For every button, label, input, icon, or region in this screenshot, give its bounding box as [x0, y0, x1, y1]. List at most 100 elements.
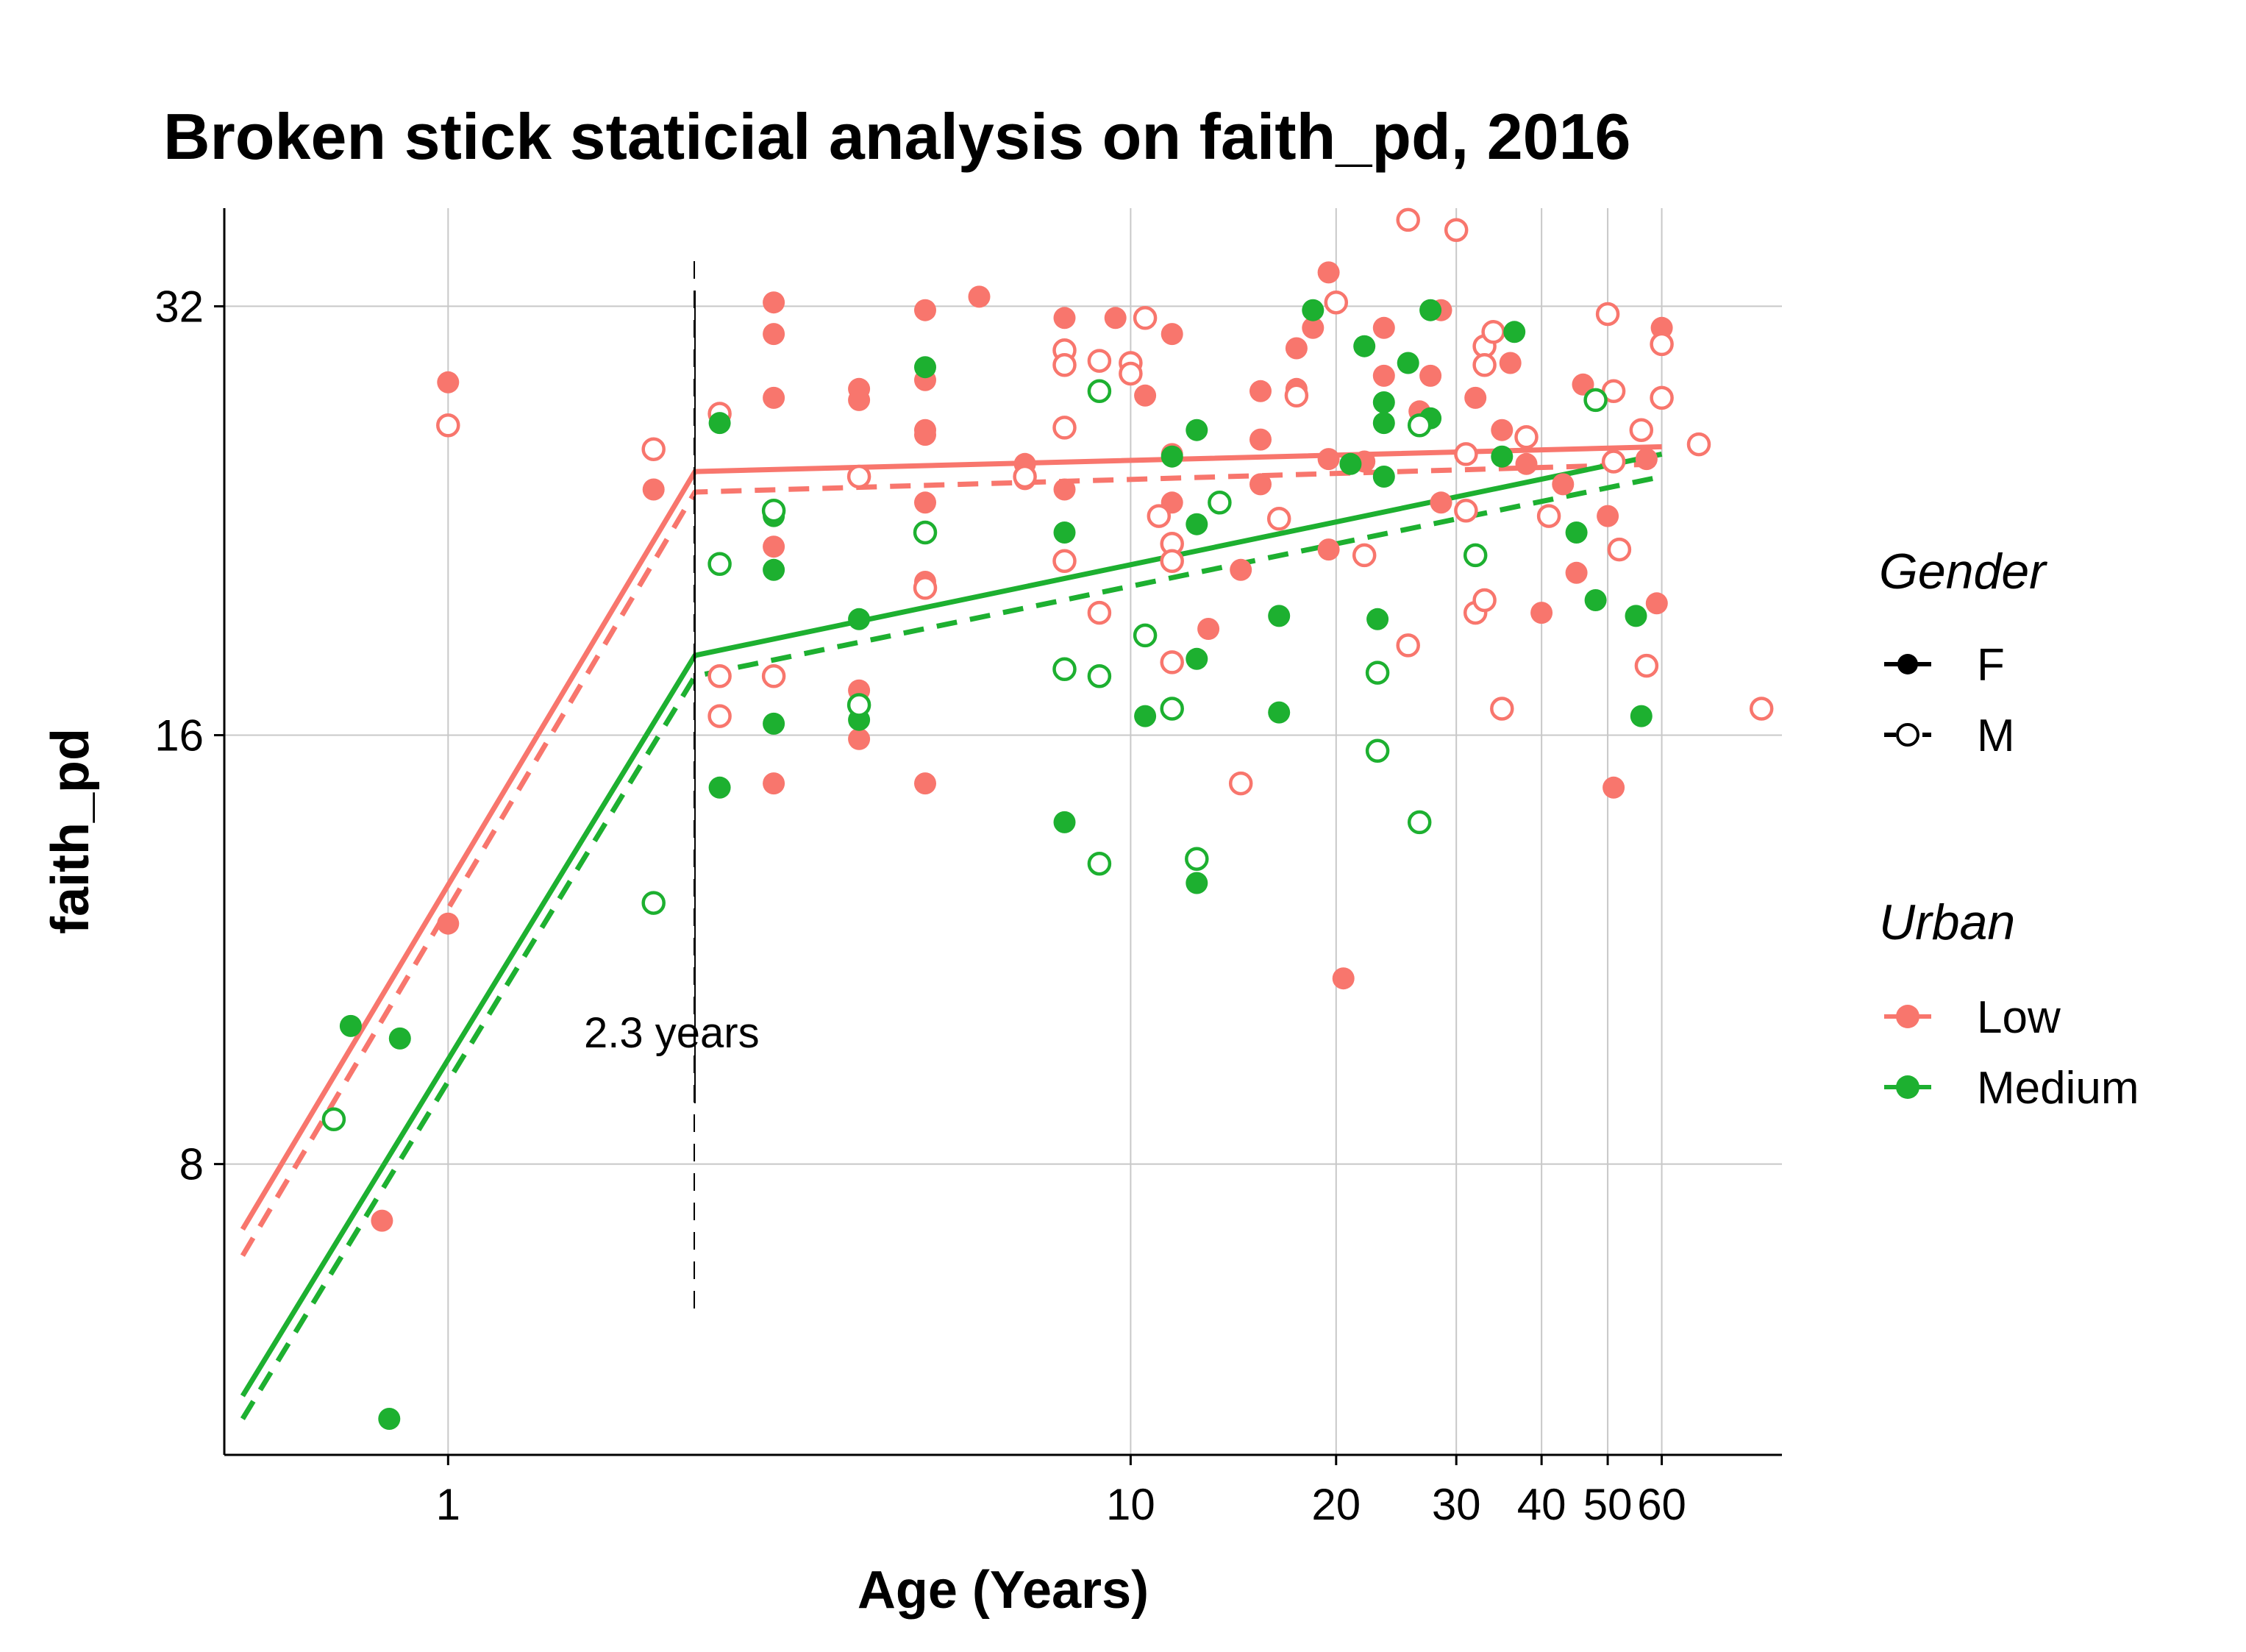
point-medium-m	[1087, 851, 1112, 876]
point-low-f	[1134, 384, 1157, 407]
point-low-f	[1552, 473, 1575, 496]
point-low-f	[763, 386, 785, 409]
legend-title-gender: Gender	[1879, 544, 2047, 599]
point-low-m	[1481, 320, 1505, 344]
point-medium-m	[1463, 543, 1488, 568]
point-low-f	[763, 772, 785, 795]
point-medium-m	[1087, 379, 1112, 404]
point-medium-f	[848, 608, 871, 630]
point-low-m	[1087, 349, 1112, 373]
point-medium-f	[388, 1027, 411, 1050]
x-tick-label: 1	[436, 1480, 460, 1529]
breakpoint-line	[694, 261, 696, 1320]
point-low-m	[1629, 418, 1654, 442]
point-medium-m	[1583, 388, 1608, 413]
point-medium-f	[1625, 605, 1647, 627]
point-medium-m	[321, 1107, 346, 1132]
point-low-f	[968, 285, 991, 308]
point-medium-f	[1419, 299, 1442, 321]
point-low-f	[1597, 505, 1619, 527]
legend-label-m: M	[1977, 711, 2015, 761]
point-medium-f	[339, 1014, 362, 1037]
point-medium-f	[708, 412, 731, 435]
point-medium-f	[1630, 705, 1653, 727]
point-low-f	[914, 424, 936, 446]
point-medium-f	[1186, 647, 1208, 670]
point-medium-m	[1160, 697, 1184, 721]
point-medium-m	[1407, 413, 1432, 438]
point-low-f	[914, 772, 936, 795]
legend-label-medium: Medium	[1977, 1063, 2139, 1114]
point-low-m	[761, 664, 786, 688]
point-low-m	[913, 576, 938, 600]
point-medium-m	[1052, 657, 1077, 682]
legend-item-gender-f: F	[1884, 640, 2005, 691]
point-low-f	[1499, 352, 1522, 374]
point-low-m	[1634, 653, 1659, 678]
point-low-m	[1324, 290, 1349, 315]
y-tick-label: 8	[179, 1140, 204, 1189]
point-low-f	[1317, 448, 1340, 471]
legend-key-low-marker	[1896, 1005, 1919, 1028]
point-low-m	[1013, 464, 1037, 489]
legend-key-filled-marker	[1897, 654, 1918, 674]
point-medium-m	[1365, 738, 1390, 763]
data-points	[321, 207, 1774, 1430]
point-medium-m	[707, 552, 732, 577]
x-tick-label: 10	[1106, 1480, 1155, 1529]
point-low-m	[436, 413, 460, 438]
point-low-f	[642, 478, 665, 501]
y-tick-label: 32	[154, 282, 204, 331]
point-medium-f	[1339, 452, 1362, 475]
point-medium-f	[1372, 391, 1395, 413]
point-low-m	[1472, 353, 1497, 377]
point-medium-f	[1268, 605, 1291, 627]
point-medium-m	[641, 891, 666, 915]
fit-lines	[240, 444, 1663, 1420]
point-low-m	[1266, 507, 1291, 531]
point-low-m	[1160, 650, 1184, 674]
point-low-m	[1052, 549, 1077, 574]
point-low-f	[1565, 561, 1588, 584]
point-medium-f	[708, 776, 731, 799]
point-low-m	[1514, 425, 1539, 449]
point-medium-m	[1407, 810, 1432, 835]
point-medium-m	[913, 520, 938, 545]
y-axis-ticks: 8 16 32	[154, 282, 224, 1189]
point-low-f	[1515, 452, 1538, 475]
point-medium-f	[1186, 419, 1208, 441]
point-medium-f	[1302, 299, 1325, 321]
point-medium-f	[378, 1408, 401, 1430]
point-medium-f	[1186, 513, 1208, 535]
point-low-f	[763, 535, 785, 558]
point-medium-f	[1503, 321, 1526, 343]
point-low-f	[1197, 618, 1220, 640]
point-low-f	[763, 291, 785, 314]
point-low-m	[1228, 771, 1253, 796]
legend-title-urban: Urban	[1879, 894, 2015, 950]
point-low-m	[641, 437, 666, 461]
point-low-m	[846, 464, 871, 489]
point-low-m	[1052, 416, 1077, 440]
point-low-m	[1749, 697, 1774, 721]
point-low-m	[1396, 633, 1420, 658]
point-low-m	[1454, 442, 1478, 466]
x-tick-label: 40	[1517, 1480, 1566, 1529]
point-low-f	[848, 727, 871, 750]
point-low-m	[1595, 302, 1620, 327]
point-low-f	[1249, 473, 1272, 496]
point-low-m	[1284, 383, 1309, 408]
point-low-f	[371, 1209, 393, 1232]
point-low-m	[1119, 361, 1143, 386]
point-medium-f	[1372, 412, 1395, 435]
point-medium-f	[1397, 352, 1419, 374]
point-low-f	[1572, 373, 1594, 396]
point-low-m	[1160, 549, 1184, 574]
point-low-f	[1161, 323, 1183, 346]
point-low-f	[1249, 428, 1272, 451]
point-low-m	[1396, 207, 1420, 232]
point-low-f	[1302, 316, 1325, 339]
point-low-m	[1087, 600, 1112, 625]
point-medium-f	[1353, 335, 1376, 357]
